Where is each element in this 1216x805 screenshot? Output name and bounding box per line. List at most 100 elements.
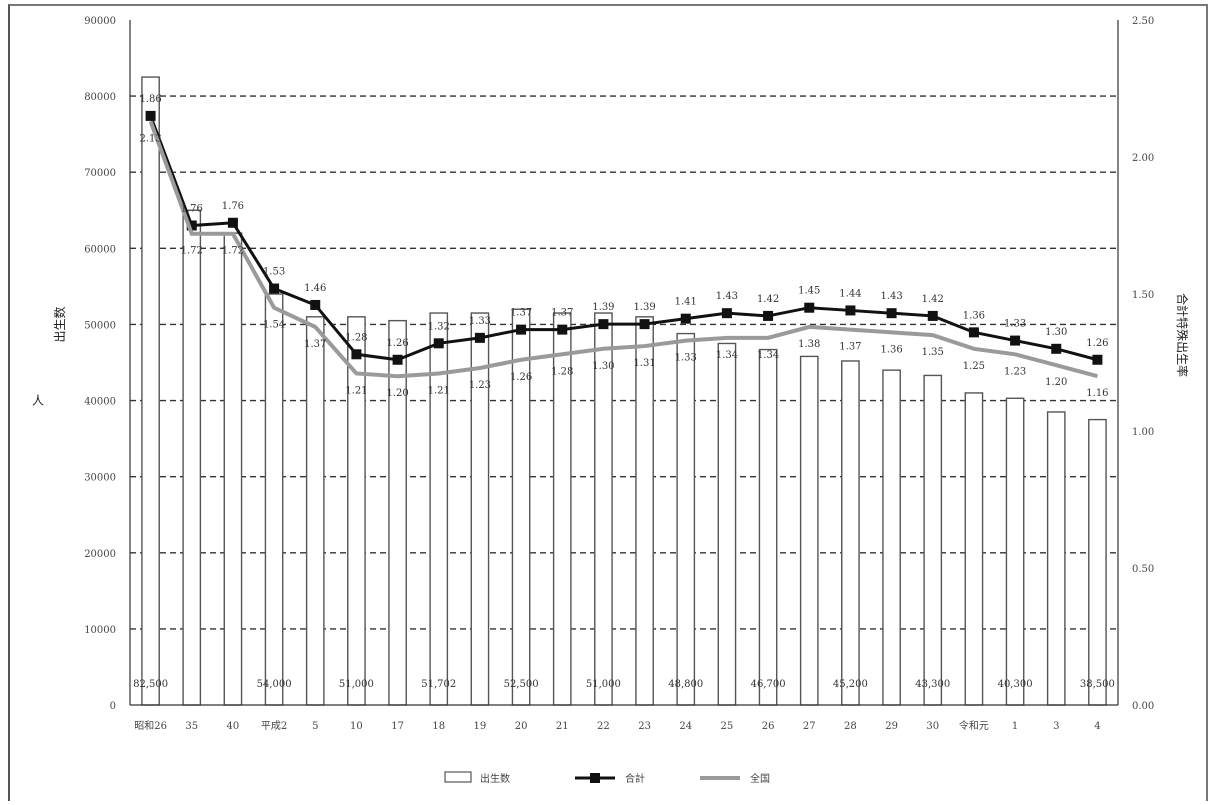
series-marker (763, 310, 774, 321)
x-tick-label: 令和元 (959, 719, 989, 732)
line-value-label: 1.23 (1004, 366, 1026, 377)
x-tick-label: 19 (474, 721, 487, 732)
x-tick-label: 28 (844, 721, 857, 732)
bar (923, 374, 943, 706)
x-tick-label: 4 (1094, 721, 1100, 732)
bar (264, 293, 284, 706)
line-value-label: 1.76 (181, 204, 203, 215)
y2-tick-label: 1.00 (1132, 427, 1154, 438)
line-value-label: 1.23 (469, 380, 491, 391)
bar-series (141, 76, 1107, 706)
series-marker (886, 308, 897, 319)
x-tick-label: 10 (350, 721, 363, 732)
bar-value-label: 51,000 (339, 679, 374, 690)
series-marker (804, 302, 815, 313)
x-tick-label: 21 (556, 721, 569, 732)
line-value-label: 1.37 (551, 308, 573, 319)
line-value-label: 1.53 (263, 267, 285, 278)
x-tick-label: 30 (926, 721, 939, 732)
legend-label: 全国 (750, 772, 770, 785)
series-marker (557, 324, 568, 335)
line-value-label: 1.26 (386, 338, 408, 349)
line-value-label: 1.76 (222, 201, 244, 212)
line-value-label: 1.21 (345, 385, 367, 396)
series-marker (269, 283, 280, 294)
series-marker (186, 220, 197, 231)
line-value-label: 1.37 (510, 308, 532, 319)
y2-tick-label: 1.50 (1132, 290, 1154, 301)
series-marker (392, 354, 403, 365)
line-value-label: 1.86 (139, 94, 161, 105)
x-tick-label: 40 (227, 721, 240, 732)
line-value-label: 1.36 (880, 344, 902, 355)
line-value-label: 1.26 (510, 372, 532, 383)
line-value-label: 1.33 (1004, 319, 1026, 330)
line-value-label: 1.26 (1086, 338, 1108, 349)
y2-tick-label: 2.00 (1132, 153, 1154, 164)
y-tick-label: 0 (110, 701, 116, 712)
legend-label: 合計 (625, 772, 645, 785)
x-tick-label: 35 (185, 721, 198, 732)
bar (141, 76, 160, 706)
series-line (149, 115, 1098, 362)
legend: 出生数 合計 全国 (444, 771, 770, 785)
bar (717, 342, 737, 706)
y-tick-label: 60000 (84, 244, 116, 255)
line-value-label: 1.32 (428, 321, 450, 332)
bar-value-label: 82,500 (133, 679, 168, 690)
line-value-label: 1.44 (839, 288, 861, 299)
bar (223, 232, 243, 706)
x-tick-label: 1 (1012, 721, 1018, 732)
line-value-label: 1.33 (675, 353, 697, 364)
line-value-label: 1.16 (1086, 388, 1108, 399)
bar (511, 308, 531, 706)
y-tick-label: 50000 (84, 320, 116, 331)
y2-tick-label: 2.50 (1132, 16, 1154, 27)
x-tick-label: 5 (312, 721, 318, 732)
line-value-label: 1.43 (716, 291, 738, 302)
series-marker (310, 299, 321, 310)
y-axis-title: 人 (32, 394, 44, 408)
x-tick-label: 26 (762, 721, 775, 732)
bar-value-label: 51,702 (421, 679, 456, 690)
y-tick-label: 90000 (84, 16, 116, 27)
chart-frame (8, 4, 1208, 801)
bar (594, 312, 613, 706)
bar-value-label: 38,500 (1080, 679, 1115, 690)
series-marker (433, 338, 444, 349)
bar (758, 348, 778, 706)
bar (635, 316, 654, 706)
bar-value-label: 45,200 (833, 679, 868, 690)
bar (1005, 397, 1025, 706)
x-tick-label: 22 (597, 721, 610, 732)
y-axis-title-vertical: 出生数 (52, 306, 67, 342)
line-value-label: 1.72 (222, 246, 244, 257)
series-marker (598, 319, 609, 330)
line-value-label: 1.38 (798, 339, 820, 350)
bar (305, 316, 325, 706)
line-value-label: 1.34 (716, 350, 738, 361)
bar (799, 355, 819, 706)
line-value-label: 1.43 (880, 291, 902, 302)
bar-value-label: 54,000 (257, 679, 292, 690)
x-tick-label: 23 (638, 721, 651, 732)
line-value-label: 1.34 (757, 350, 779, 361)
series-marker (227, 217, 238, 228)
line-value-label: 1.30 (592, 361, 614, 372)
x-tick-label: 17 (391, 721, 404, 732)
series-marker (145, 110, 156, 121)
series-marker (474, 332, 485, 343)
bar (841, 360, 860, 706)
bar-value-label: 46,700 (751, 679, 786, 690)
bar (1088, 418, 1107, 706)
line-value-label: 1.28 (345, 332, 367, 343)
line-value-label: 1.36 (963, 310, 985, 321)
y-tick-label: 20000 (84, 549, 116, 560)
line-value-label: 1.21 (428, 385, 450, 396)
line-value-label: 1.39 (592, 302, 614, 313)
series-marker (968, 327, 979, 338)
series-marker (680, 313, 691, 324)
bar-value-label: 43,300 (915, 679, 950, 690)
bar-value-label: 40,300 (998, 679, 1033, 690)
